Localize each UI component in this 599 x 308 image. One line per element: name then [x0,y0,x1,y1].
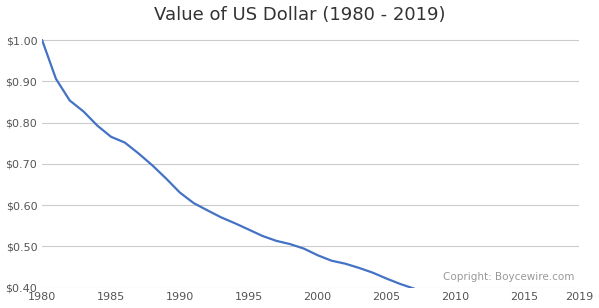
Text: Copright: Boycewire.com: Copright: Boycewire.com [443,272,574,282]
Text: Value of US Dollar (1980 - 2019): Value of US Dollar (1980 - 2019) [153,6,445,23]
